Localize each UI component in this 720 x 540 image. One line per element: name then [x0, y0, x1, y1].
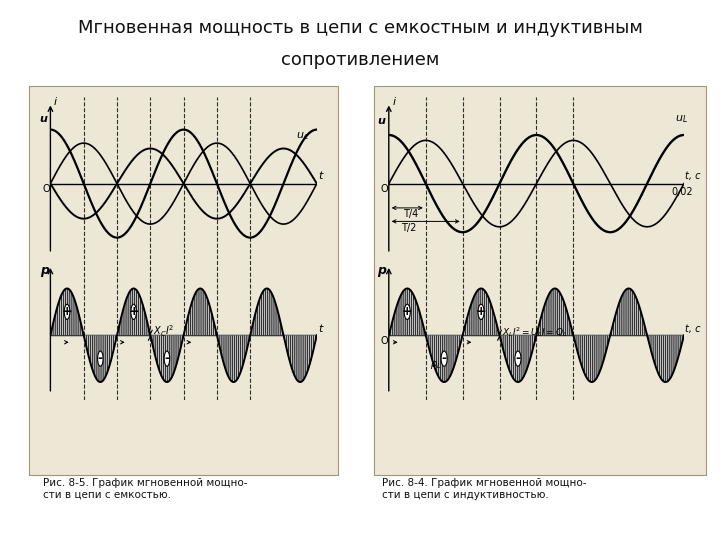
Text: t, с: t, с [685, 171, 701, 181]
Text: 0,02: 0,02 [671, 187, 693, 198]
Circle shape [98, 351, 103, 366]
Circle shape [64, 304, 70, 320]
Text: T/2: T/2 [400, 223, 416, 233]
Text: p: p [377, 264, 386, 277]
Text: -: - [98, 352, 103, 365]
Text: +: + [402, 305, 413, 319]
Text: u: u [40, 113, 48, 124]
Text: t: t [318, 171, 323, 181]
Circle shape [131, 304, 136, 320]
Text: $u_L$: $u_L$ [675, 113, 688, 125]
Text: +: + [128, 305, 139, 319]
Text: $p_L$: $p_L$ [431, 360, 442, 372]
Text: $X_L I^2 = U_L I = Q_L$: $X_L I^2 = U_L I = Q_L$ [503, 325, 567, 339]
Text: t, с: t, с [685, 324, 701, 334]
Text: +: + [62, 305, 73, 319]
Text: -: - [164, 352, 169, 365]
Text: O: O [43, 184, 50, 194]
Text: Рис. 8-4. График мгновенной мощно-
сти в цепи с индуктивностью.: Рис. 8-4. График мгновенной мощно- сти в… [382, 478, 586, 500]
Text: сопротивлением: сопротивлением [281, 51, 439, 69]
Text: u$_c$: u$_c$ [296, 130, 309, 141]
Text: $X_C I^2$: $X_C I^2$ [153, 323, 175, 339]
Text: T/4: T/4 [403, 209, 418, 219]
Text: O: O [381, 336, 388, 346]
Circle shape [404, 304, 410, 320]
Circle shape [164, 351, 170, 366]
Circle shape [478, 304, 484, 320]
Text: i: i [53, 97, 57, 107]
Circle shape [441, 351, 447, 366]
Text: u: u [377, 116, 385, 126]
Circle shape [515, 351, 521, 366]
Text: Мгновенная мощность в цепи с емкостным и индуктивным: Мгновенная мощность в цепи с емкостным и… [78, 19, 642, 37]
Text: -: - [516, 352, 521, 365]
Text: p: p [40, 264, 49, 277]
Text: -: - [441, 352, 446, 365]
Text: +: + [476, 305, 487, 319]
Text: Рис. 8-5. График мгновенной мощно-
сти в цепи с емкостью.: Рис. 8-5. График мгновенной мощно- сти в… [43, 478, 248, 500]
Text: i: i [392, 97, 395, 107]
Text: t: t [318, 324, 323, 334]
Text: O: O [381, 184, 388, 194]
